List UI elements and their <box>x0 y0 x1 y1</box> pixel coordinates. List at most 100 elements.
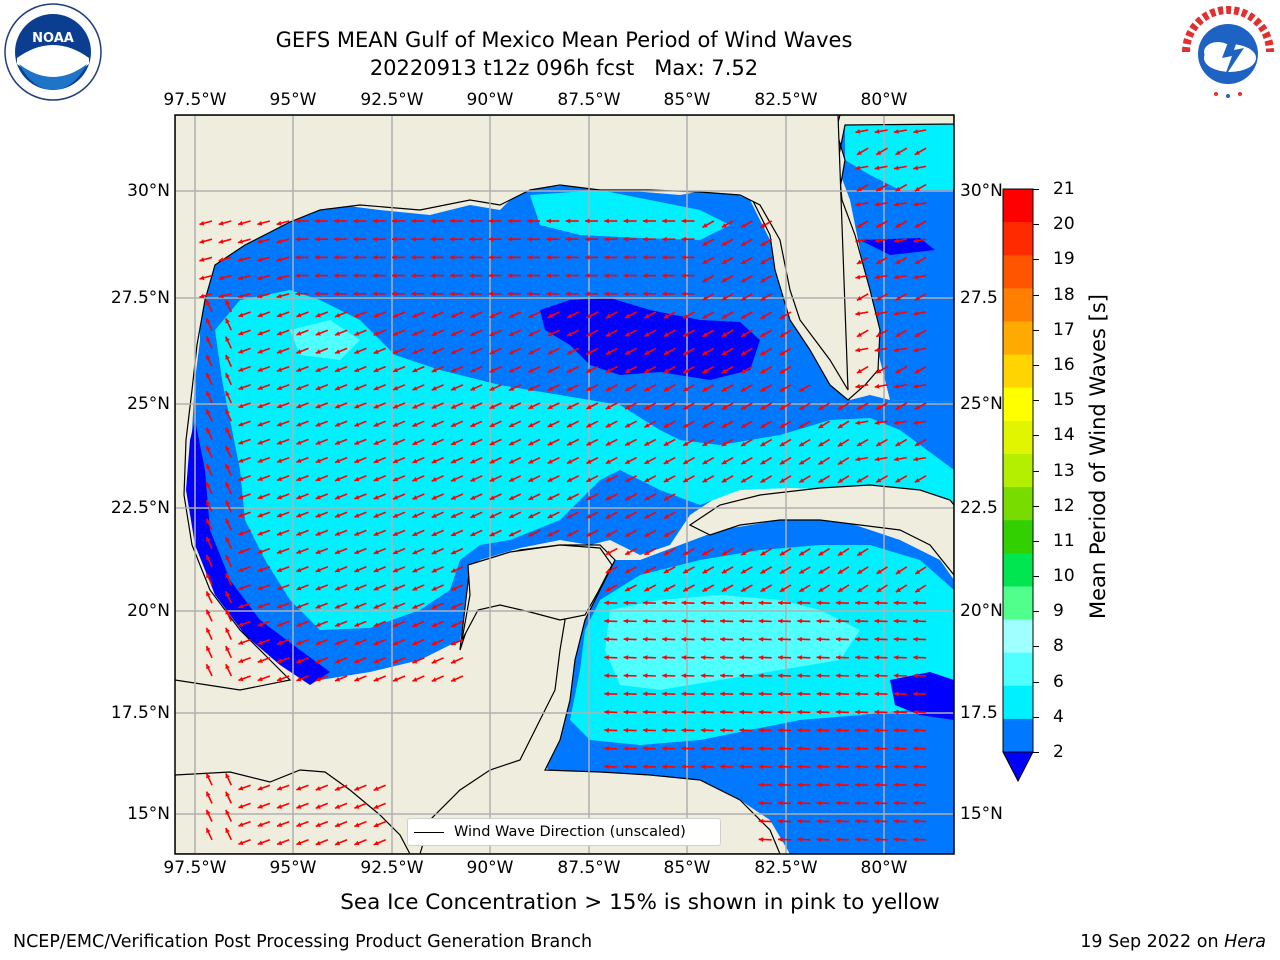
wave-direction-arrowhead <box>893 691 899 697</box>
wave-direction-arrowhead <box>206 482 211 488</box>
wave-direction-arrowhead <box>741 314 747 319</box>
wave-direction-arrowhead <box>489 404 495 409</box>
wave-direction-arrowhead <box>412 549 418 555</box>
wave-direction-arrowhead <box>392 218 397 224</box>
wave-direction-arrowhead <box>913 764 918 770</box>
wave-direction-arrowhead <box>702 332 708 337</box>
wave-direction-arrowhead <box>585 218 590 224</box>
wave-direction-arrowhead <box>449 273 455 278</box>
wave-direction-arrowhead <box>393 640 399 646</box>
wave-direction-arrowhead <box>206 809 211 815</box>
wave-direction-arrowhead <box>681 673 687 679</box>
wave-direction-arrowhead <box>721 477 727 483</box>
wave-direction-arrowhead <box>257 421 263 427</box>
wave-direction-arrowhead <box>206 300 211 306</box>
wave-direction-arrowhead <box>681 291 686 297</box>
wave-direction-arrowhead <box>855 673 860 679</box>
wave-direction-arrowhead <box>760 368 766 374</box>
wave-direction-arrowhead <box>856 223 862 228</box>
wave-direction-arrowhead <box>644 532 650 537</box>
wave-direction-arrowhead <box>779 478 785 483</box>
wave-direction-arrowhead <box>835 600 841 606</box>
colorbar-tick: 18 <box>1053 284 1075 305</box>
colorbar-tick: 6 <box>1053 671 1064 692</box>
wave-direction-arrowhead <box>257 220 263 226</box>
wave-direction-arrowhead <box>700 618 706 624</box>
wave-direction-arrowhead <box>354 786 360 791</box>
wave-direction-arrowhead <box>507 218 513 224</box>
wave-direction-arrowhead <box>373 367 379 373</box>
wave-direction-arrowhead <box>760 387 766 392</box>
wave-direction-arrowhead <box>567 386 573 391</box>
wave-direction-arrowhead <box>238 220 243 226</box>
wave-direction-arrowhead <box>586 350 592 355</box>
wave-direction-arrowhead <box>681 691 687 697</box>
wave-direction-arrowhead <box>874 618 880 624</box>
wave-direction-arrowhead <box>546 273 551 278</box>
wave-direction-arrowhead <box>277 567 283 573</box>
wave-direction-arrowhead <box>741 405 747 410</box>
wave-direction-arrowhead <box>354 658 360 664</box>
wave-direction-arrowhead <box>816 782 822 788</box>
wave-direction-arrowhead <box>257 640 263 645</box>
wave-direction-arrowhead <box>835 709 841 715</box>
wave-direction-arrowhead <box>758 746 764 751</box>
wave-direction-arrowhead <box>741 459 747 465</box>
wave-direction-arrowhead <box>393 440 399 445</box>
wave-direction-arrowhead <box>644 586 650 592</box>
wave-direction-arrowhead <box>257 785 263 791</box>
wave-direction-arrowhead <box>644 459 650 464</box>
wave-direction-arrowhead <box>225 609 230 615</box>
colorbar-cell <box>1003 189 1033 223</box>
wave-direction-arrowhead <box>296 822 302 827</box>
wave-direction-arrowhead <box>315 331 321 336</box>
wave-direction-arrowhead <box>586 368 592 373</box>
wave-direction-arrowhead <box>354 404 360 409</box>
lat-tick-right: 27.5 <box>960 288 998 308</box>
wave-direction-arrowhead <box>412 495 418 500</box>
wave-direction-arrowhead <box>199 293 205 299</box>
wave-direction-arrowhead <box>721 368 727 373</box>
wave-direction-arrowhead <box>644 313 650 319</box>
wave-direction-arrowhead <box>644 477 650 482</box>
wave-direction-arrowhead <box>895 368 901 374</box>
lat-tick-left: 27.5°N <box>110 288 170 308</box>
wave-direction-arrowhead <box>663 441 669 446</box>
wave-direction-arrowhead <box>625 423 631 428</box>
wave-direction-arrowhead <box>354 313 360 318</box>
wave-direction-arrowhead <box>642 764 648 770</box>
wave-direction-arrowhead <box>778 709 783 715</box>
wave-direction-arrowhead <box>470 349 476 355</box>
chart-subtitle: 20220913 t12z 096h fcst Max: 7.52 <box>369 56 759 80</box>
wave-direction-arrowhead <box>855 274 861 280</box>
colorbar-tick: 4 <box>1053 706 1064 727</box>
wave-direction-arrowhead <box>681 764 687 770</box>
wave-direction-arrowhead <box>218 220 224 226</box>
wave-direction-arrowhead <box>412 568 418 573</box>
wave-direction-arrowhead <box>625 459 631 464</box>
wave-direction-arrowhead <box>797 655 802 660</box>
wave-direction-arrowhead <box>238 458 244 463</box>
lat-tick-left: 15°N <box>127 804 170 824</box>
wave-direction-arrowhead <box>855 746 860 751</box>
wave-direction-arrowhead <box>225 536 230 542</box>
colorbar-cell <box>1003 354 1033 389</box>
wave-direction-arrowhead <box>604 746 609 751</box>
wave-direction-arrowhead <box>855 129 861 134</box>
wave-direction-arrowhead <box>528 513 534 519</box>
wave-direction-arrowhead <box>509 513 515 518</box>
wave-direction-arrowhead <box>225 391 230 397</box>
wave-direction-arrowhead <box>623 746 629 751</box>
wave-direction-arrowhead <box>914 296 920 301</box>
wave-direction-arrowhead <box>741 587 747 592</box>
wave-direction-arrowhead <box>276 275 282 281</box>
wave-direction-arrowhead <box>663 350 669 355</box>
wave-direction-arrowhead <box>913 782 918 788</box>
wave-direction-arrowhead <box>547 513 553 519</box>
wave-direction-arrowhead <box>295 273 300 278</box>
wave-direction-arrowhead <box>605 386 611 391</box>
wave-direction-arrowhead <box>296 786 302 791</box>
wave-direction-arrowhead <box>856 186 862 192</box>
wave-direction-arrowhead <box>894 456 899 462</box>
wave-direction-arrowhead <box>874 655 880 660</box>
